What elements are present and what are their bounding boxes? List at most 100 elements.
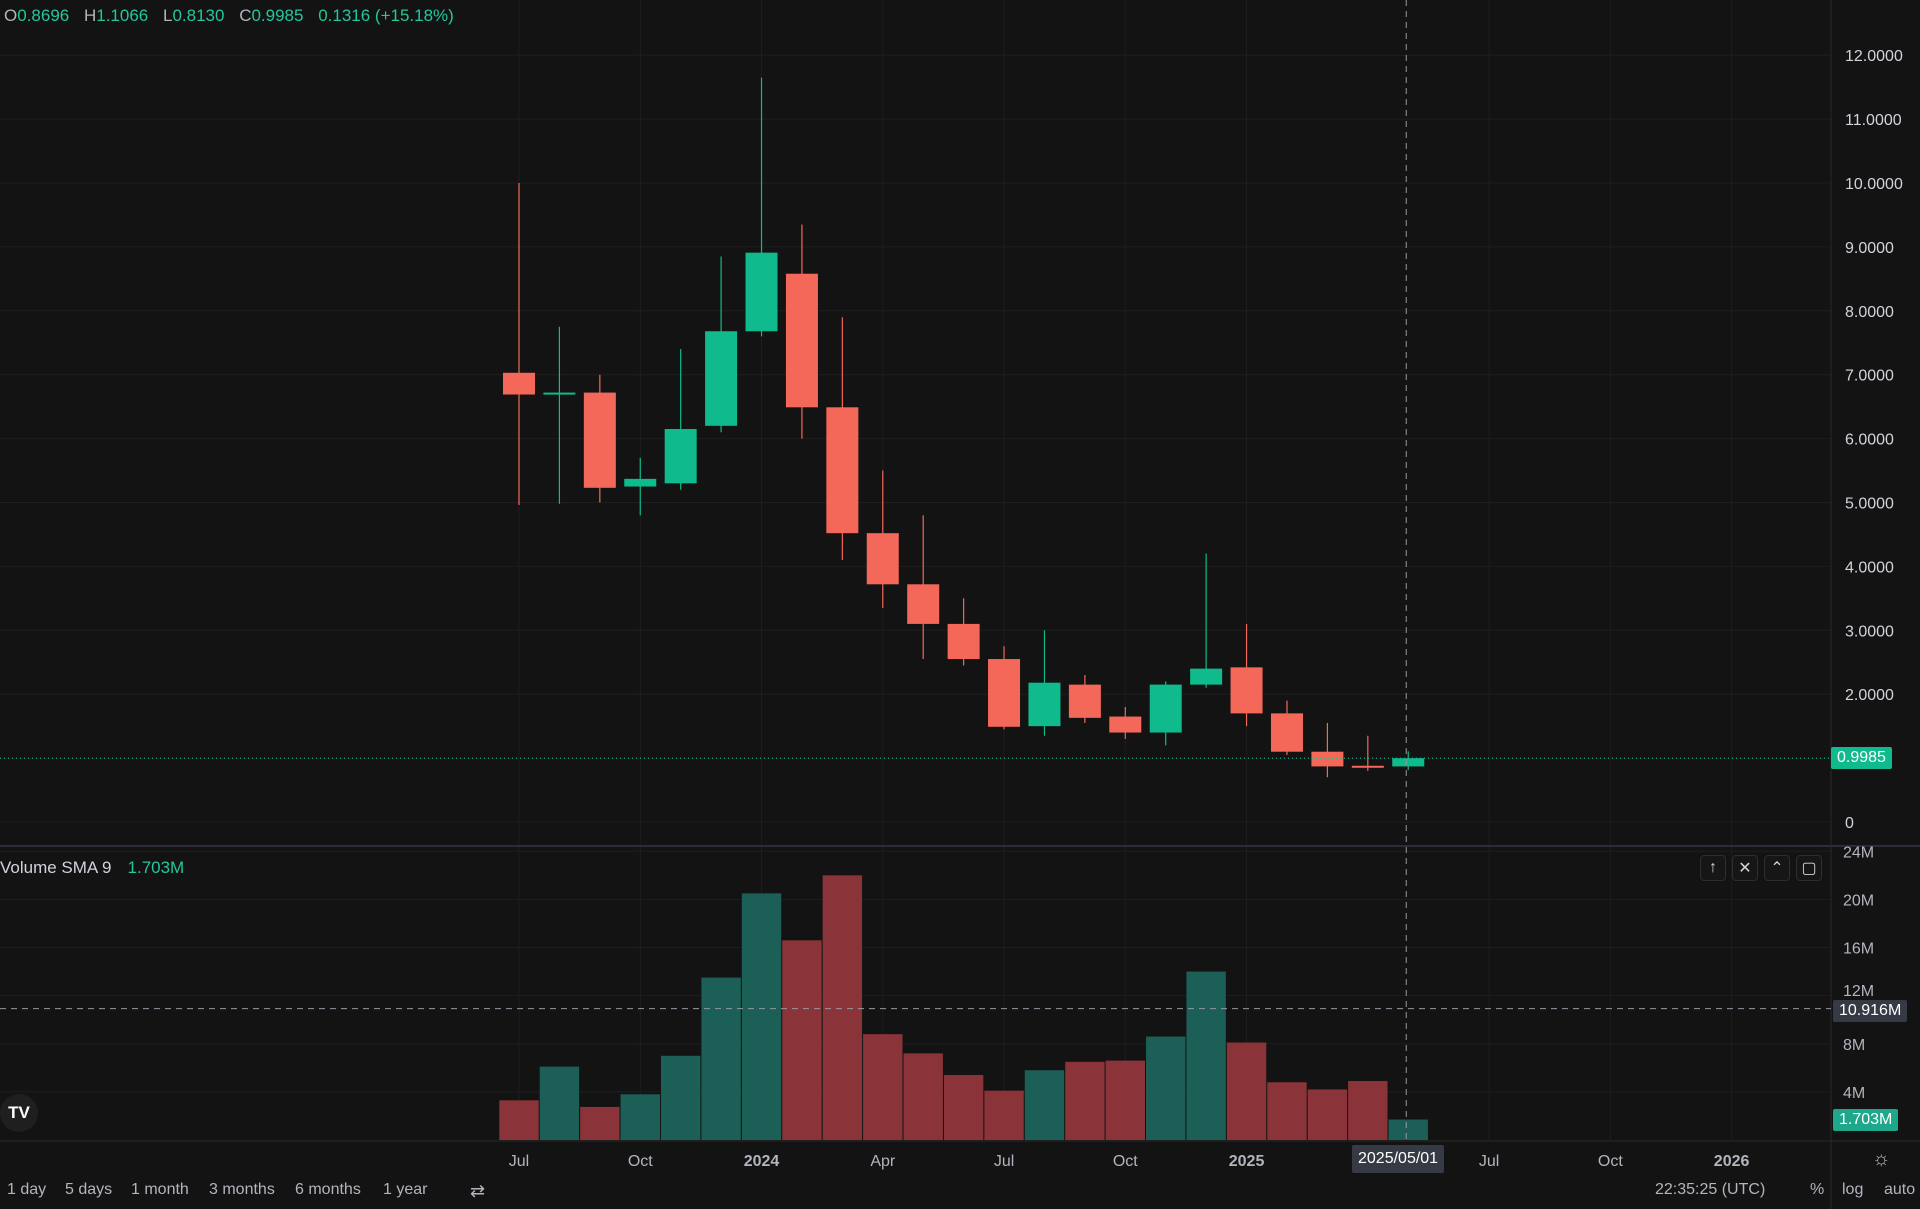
collapse-icon: ⌃	[1770, 860, 1784, 877]
candle-body	[988, 659, 1021, 727]
auto-toggle[interactable]: auto	[1884, 1181, 1916, 1198]
candle-body	[826, 407, 859, 534]
volume-bar	[1105, 1060, 1145, 1140]
range-3-months[interactable]: 3 months	[209, 1181, 275, 1198]
volume-bar	[499, 1100, 539, 1140]
high-value: 1.1066	[96, 6, 149, 25]
high-label: H	[83, 6, 97, 25]
time-tick-label: Oct	[1113, 1153, 1138, 1170]
volume-tick-label: 4M	[1843, 1085, 1865, 1102]
percent-toggle[interactable]: %	[1810, 1181, 1825, 1198]
volume-bar	[660, 1055, 701, 1140]
volume-tick-label: 12M	[1843, 983, 1874, 1000]
volume-bar	[1348, 1081, 1388, 1140]
candle-body	[1270, 713, 1303, 752]
time-tick-label: Oct	[628, 1153, 653, 1170]
candle-body	[543, 392, 576, 395]
volume-tick-label: 16M	[1843, 941, 1874, 958]
last-volume-tag: 1.703M	[1833, 1109, 1899, 1131]
go-to-date-icon[interactable]: ⇄	[470, 1181, 486, 1201]
arrow-up-icon: ↑	[1709, 859, 1717, 876]
volume-indicator-value: 1.703M	[127, 858, 185, 877]
volume-bar	[822, 875, 863, 1140]
time-tick-label: Oct	[1598, 1153, 1623, 1170]
close-icon: ✕	[1738, 860, 1752, 877]
volume-tick-label: 20M	[1843, 892, 1874, 909]
volume-bar	[701, 977, 741, 1140]
volume-bar	[1226, 1042, 1267, 1140]
time-tick-label: Jul	[1479, 1153, 1499, 1170]
delete-pane-button[interactable]: ✕	[1732, 855, 1758, 881]
maximize-pane-button[interactable]: ▢	[1796, 855, 1822, 881]
price-tick-label: 6.0000	[1845, 432, 1894, 449]
low-label: L	[162, 6, 173, 25]
price-tick-label: 2.0000	[1845, 687, 1894, 704]
volume-tick-label: 8M	[1843, 1037, 1865, 1054]
price-tick-label: 3.0000	[1845, 623, 1894, 640]
candle-body	[785, 273, 818, 408]
tradingview-logo[interactable]: TV	[0, 1094, 38, 1132]
price-tick-label: 11.0000	[1845, 112, 1902, 129]
candle-body	[664, 429, 697, 484]
volume-bar	[782, 940, 822, 1140]
close-label: C	[239, 6, 252, 25]
volume-legend[interactable]: Volume SMA 9 1.703M	[0, 858, 184, 878]
candle-body	[907, 584, 940, 624]
close-value: 0.9985	[251, 6, 304, 25]
time-tick-label: 2024	[744, 1153, 780, 1170]
range-6-months[interactable]: 6 months	[295, 1181, 361, 1198]
candle-body	[866, 533, 899, 585]
candle-body	[1351, 765, 1384, 768]
crosshair-date-tag: 2025/05/01	[1352, 1145, 1445, 1173]
volume-bar	[1186, 971, 1226, 1140]
price-tick-label: 8.0000	[1845, 304, 1894, 321]
volume-bar	[1267, 1082, 1307, 1140]
crosshair-volume-tag: 10.916M	[1833, 1000, 1908, 1022]
volume-bar	[984, 1090, 1024, 1140]
candle-body	[705, 331, 738, 426]
volume-bar	[580, 1106, 620, 1140]
candle-body	[1392, 758, 1425, 767]
range-1-day[interactable]: 1 day	[7, 1181, 47, 1198]
candle-body	[1109, 716, 1142, 733]
volume-bar	[1307, 1089, 1348, 1140]
price-tick-label: 9.0000	[1845, 240, 1894, 257]
log-toggle[interactable]: log	[1842, 1181, 1864, 1198]
settings-gear-icon[interactable]: ☼	[1872, 1148, 1891, 1170]
candle-body	[1028, 682, 1061, 727]
ohlc-legend: O0.8696 H1.1066 L0.8130 C0.9985 0.1316 (…	[4, 6, 464, 26]
time-tick-label: 2026	[1714, 1153, 1750, 1170]
time-tick-label: Apr	[870, 1153, 896, 1170]
price-tick-label: 4.0000	[1845, 559, 1894, 576]
candle-body	[1230, 667, 1263, 714]
price-tick-label: 12.0000	[1845, 48, 1903, 65]
candle-body	[503, 372, 535, 395]
volume-bar	[863, 1034, 903, 1140]
volume-tick-label: 24M	[1843, 844, 1874, 861]
price-tick-label: 7.0000	[1845, 368, 1894, 385]
candle-body	[1190, 668, 1223, 685]
range-5-days[interactable]: 5 days	[65, 1181, 113, 1198]
volume-bar	[620, 1094, 660, 1140]
last-price-tag: 0.9985	[1831, 747, 1892, 769]
candle-body	[1149, 684, 1182, 733]
volume-bar	[943, 1075, 984, 1140]
time-tick-label: 2025	[1229, 1153, 1265, 1170]
collapse-pane-button[interactable]: ⌃	[1764, 855, 1790, 881]
volume-bar	[1146, 1036, 1186, 1140]
clock[interactable]: 22:35:25 (UTC)	[1655, 1181, 1766, 1198]
range-1-month[interactable]: 1 month	[131, 1181, 189, 1198]
candle-body	[1068, 684, 1101, 718]
candle-body	[624, 478, 657, 487]
volume-bar	[539, 1066, 580, 1140]
candle-body	[745, 252, 778, 332]
move-pane-up-button[interactable]: ↑	[1700, 855, 1726, 881]
volume-bar	[1388, 1119, 1428, 1140]
price-tick-label: 0	[1845, 815, 1854, 832]
time-tick-label: Jul	[994, 1153, 1014, 1170]
range-1-year[interactable]: 1 year	[383, 1181, 428, 1198]
volume-indicator-label: Volume SMA 9	[0, 858, 112, 877]
open-value: 0.8696	[17, 6, 70, 25]
volume-bar	[1024, 1070, 1065, 1140]
